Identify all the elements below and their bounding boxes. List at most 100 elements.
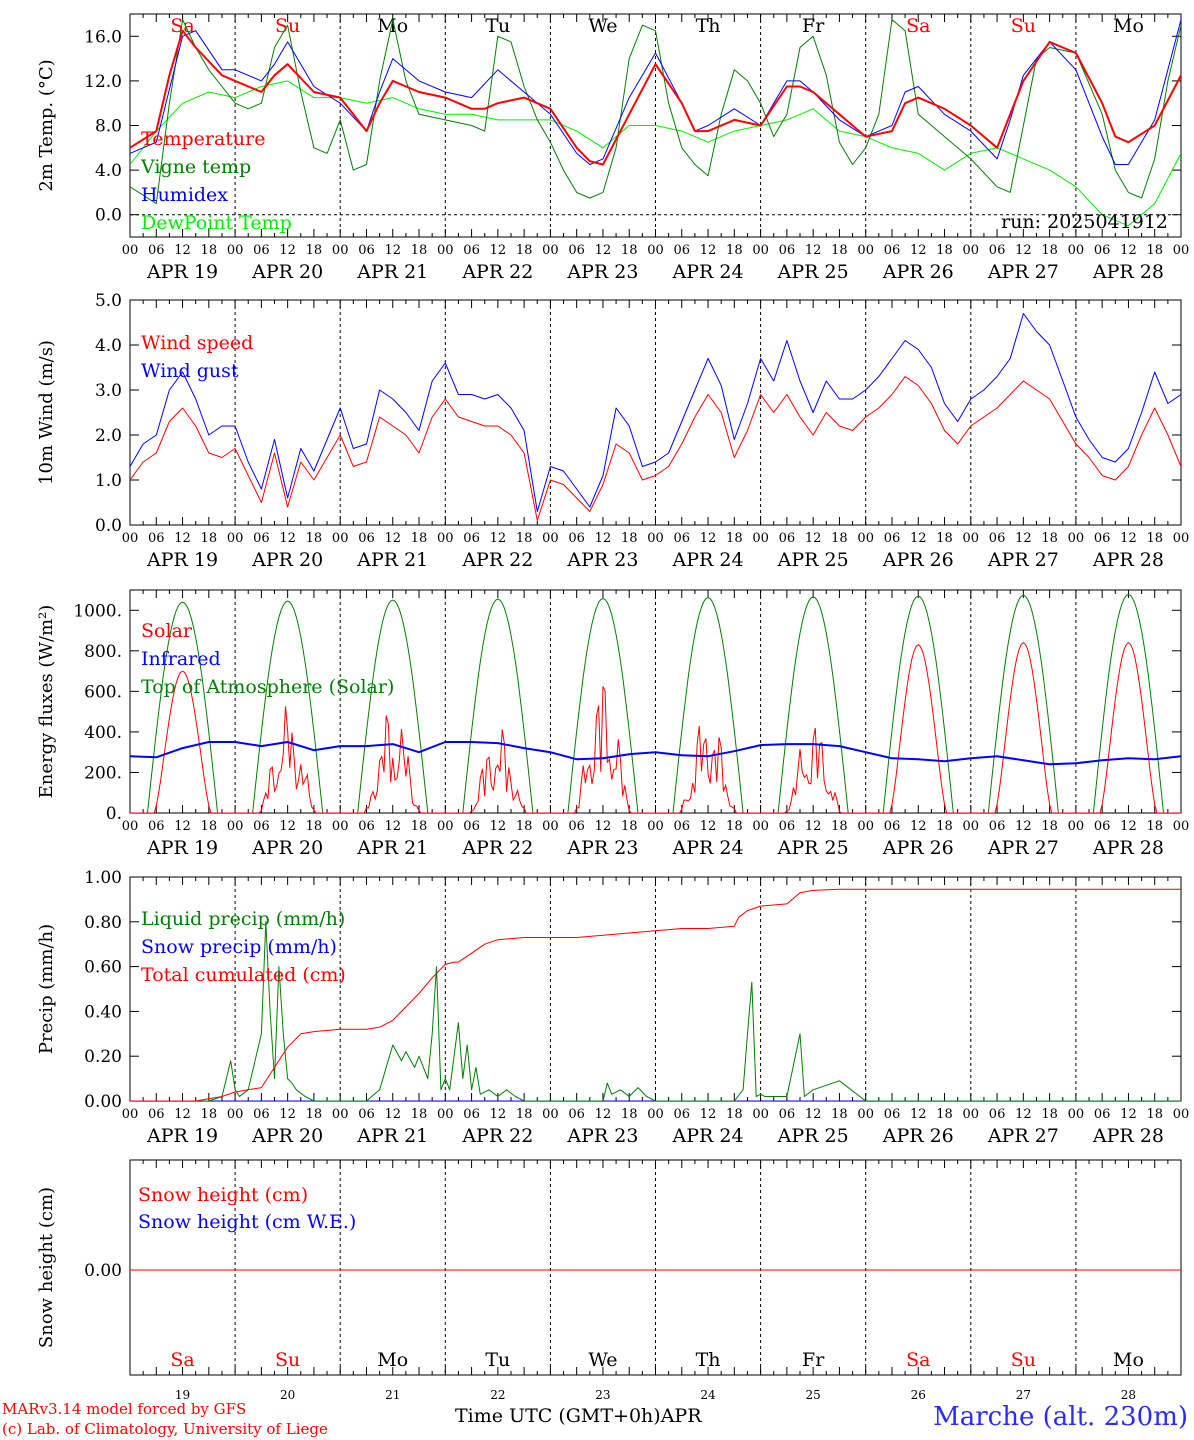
panel-3-hour-label: 06	[989, 1107, 1006, 1122]
panel-1-hour-label: 12	[700, 531, 717, 546]
panel-0-hour-label: 06	[148, 243, 165, 258]
toa-solar-line	[130, 593, 1181, 813]
temp-weekday-label: Mo	[1113, 15, 1144, 37]
run-label: run: 2025041912	[1001, 211, 1168, 233]
temp-weekday-label: We	[588, 15, 617, 37]
panel-1-hour-label: 00	[752, 531, 769, 546]
panel-3-day-label: APR 27	[987, 1125, 1059, 1147]
panel-0-day-label: APR 21	[356, 261, 428, 283]
panel-1-hour-label: 18	[201, 531, 218, 546]
panel-1-y-tick-label: 3.0	[95, 381, 122, 401]
panel-2-hour-label: 00	[752, 819, 769, 834]
panel-2-hour-label: 00	[227, 819, 244, 834]
panel-1-day-label: APR 22	[461, 549, 533, 571]
panel-3-day-label: APR 28	[1092, 1125, 1164, 1147]
panel-2-hour-label: 00	[542, 819, 559, 834]
panel-0-hour-label: 18	[831, 243, 848, 258]
panel-3-hour-label: 18	[936, 1107, 953, 1122]
panel-2-hour-label: 12	[805, 819, 822, 834]
panel-2-y-tick-label: 800.	[84, 642, 122, 662]
panel-0-hour-label: 18	[726, 243, 743, 258]
panel-1-hour-label: 18	[1041, 531, 1058, 546]
temp-weekday-label: Sa	[906, 15, 930, 37]
panel-2-hour-label: 00	[437, 819, 454, 834]
panel-3-hour-label: 18	[726, 1107, 743, 1122]
day-number-label: 22	[490, 1388, 505, 1402]
panel-2-hour-label: 12	[595, 819, 612, 834]
panel-0-hour-label: 00	[1068, 243, 1085, 258]
panel-3-hour-label: 00	[857, 1107, 874, 1122]
panel-3-hour-label: 12	[1120, 1107, 1137, 1122]
panel-2-y-tick-label: 1000.	[73, 601, 122, 621]
panel-0-hour-label: 00	[857, 243, 874, 258]
snow-weekday-label: Fr	[802, 1349, 825, 1371]
panel-3-hour-label: 18	[306, 1107, 323, 1122]
panel-1-day-label: APR 23	[566, 549, 638, 571]
panel-1-legend-0: Wind speed	[141, 332, 253, 354]
panel-0-day-label: APR 28	[1092, 261, 1164, 283]
day-number-label: 20	[280, 1388, 295, 1402]
panel-2-hour-label: 00	[647, 819, 664, 834]
panel-3-hour-label: 18	[516, 1107, 533, 1122]
panel-2-hour-label: 12	[1015, 819, 1032, 834]
panel-2-hour-label: 06	[358, 819, 375, 834]
panel-3-hour-label: 18	[411, 1107, 428, 1122]
panel-3-hour-label: 00	[963, 1107, 980, 1122]
panel-0-hour-label: 00	[752, 243, 769, 258]
panel-1-series-0-line	[130, 376, 1181, 521]
snow-weekday-label: Tu	[485, 1349, 510, 1371]
day-number-label: 28	[1121, 1388, 1136, 1402]
panel-3-hour-label: 06	[358, 1107, 375, 1122]
panel-0-day-label: APR 22	[461, 261, 533, 283]
panel-1-day-label: APR 21	[356, 549, 428, 571]
panel-1-day-label: APR 28	[1092, 549, 1164, 571]
panel-2-hour-label: 06	[253, 819, 270, 834]
panel-2-hour-label: 18	[621, 819, 638, 834]
panel-1-hour-label: 06	[779, 531, 796, 546]
panel-3-hour-label: 12	[174, 1107, 191, 1122]
solar-line	[130, 642, 1181, 813]
day-number-label: 23	[595, 1388, 610, 1402]
panel-1-hour-label: 06	[148, 531, 165, 546]
panel-0-hour-label: 18	[201, 243, 218, 258]
panel-3-hour-label: 12	[910, 1107, 927, 1122]
panel-1-hour-label: 06	[1094, 531, 1111, 546]
panel-2-day-label: APR 20	[251, 837, 323, 859]
panel-1-hour-label: 18	[936, 531, 953, 546]
panel-1-series-1-line	[130, 313, 1181, 512]
panel-2-day-label: APR 27	[987, 837, 1059, 859]
panel-2-hour-label: 12	[910, 819, 927, 834]
panel-0-hour-label: 00	[647, 243, 664, 258]
time-axis-month: APR	[660, 1405, 702, 1427]
panel-2-hour-label: 00	[1068, 819, 1085, 834]
panel-2-hour-label: 18	[201, 819, 218, 834]
panel-0-hour-label: 00	[1173, 243, 1190, 258]
panel-3-hour-label: 18	[831, 1107, 848, 1122]
day-number-label: 26	[911, 1388, 926, 1402]
snow-weekday-label: Th	[696, 1349, 721, 1371]
panel-2-hour-label: 18	[1146, 819, 1163, 834]
panel-0-hour-label: 18	[516, 243, 533, 258]
panel-3-hour-label: 18	[621, 1107, 638, 1122]
panel-0-hour-label: 18	[411, 243, 428, 258]
panel-2-hour-label: 18	[726, 819, 743, 834]
panel-3-hour-label: 06	[253, 1107, 270, 1122]
panel-2-hour-label: 00	[1173, 819, 1190, 834]
snow-weekday-label: Sa	[906, 1349, 930, 1371]
panel-0-hour-label: 18	[936, 243, 953, 258]
panel-1-hour-label: 06	[358, 531, 375, 546]
panel-2-hour-label: 06	[884, 819, 901, 834]
panel-1-hour-label: 18	[831, 531, 848, 546]
panel-2-y-tick-label: 0.	[106, 804, 122, 824]
panel-0-hour-label: 18	[1146, 243, 1163, 258]
panel-1-day-label: APR 25	[777, 549, 849, 571]
panel-0-hour-label: 18	[621, 243, 638, 258]
panel-1-hour-label: 00	[1068, 531, 1085, 546]
panel-2-day-label: APR 24	[672, 837, 744, 859]
panel-1-hour-label: 12	[1015, 531, 1032, 546]
panel-3-y-tick-label: 0.20	[84, 1047, 122, 1067]
panel-1-hour-label: 12	[805, 531, 822, 546]
panel-1-hour-label: 00	[437, 531, 454, 546]
panel-0-y-tick-label: 8.0	[95, 117, 122, 137]
panel-0-hour-label: 12	[910, 243, 927, 258]
